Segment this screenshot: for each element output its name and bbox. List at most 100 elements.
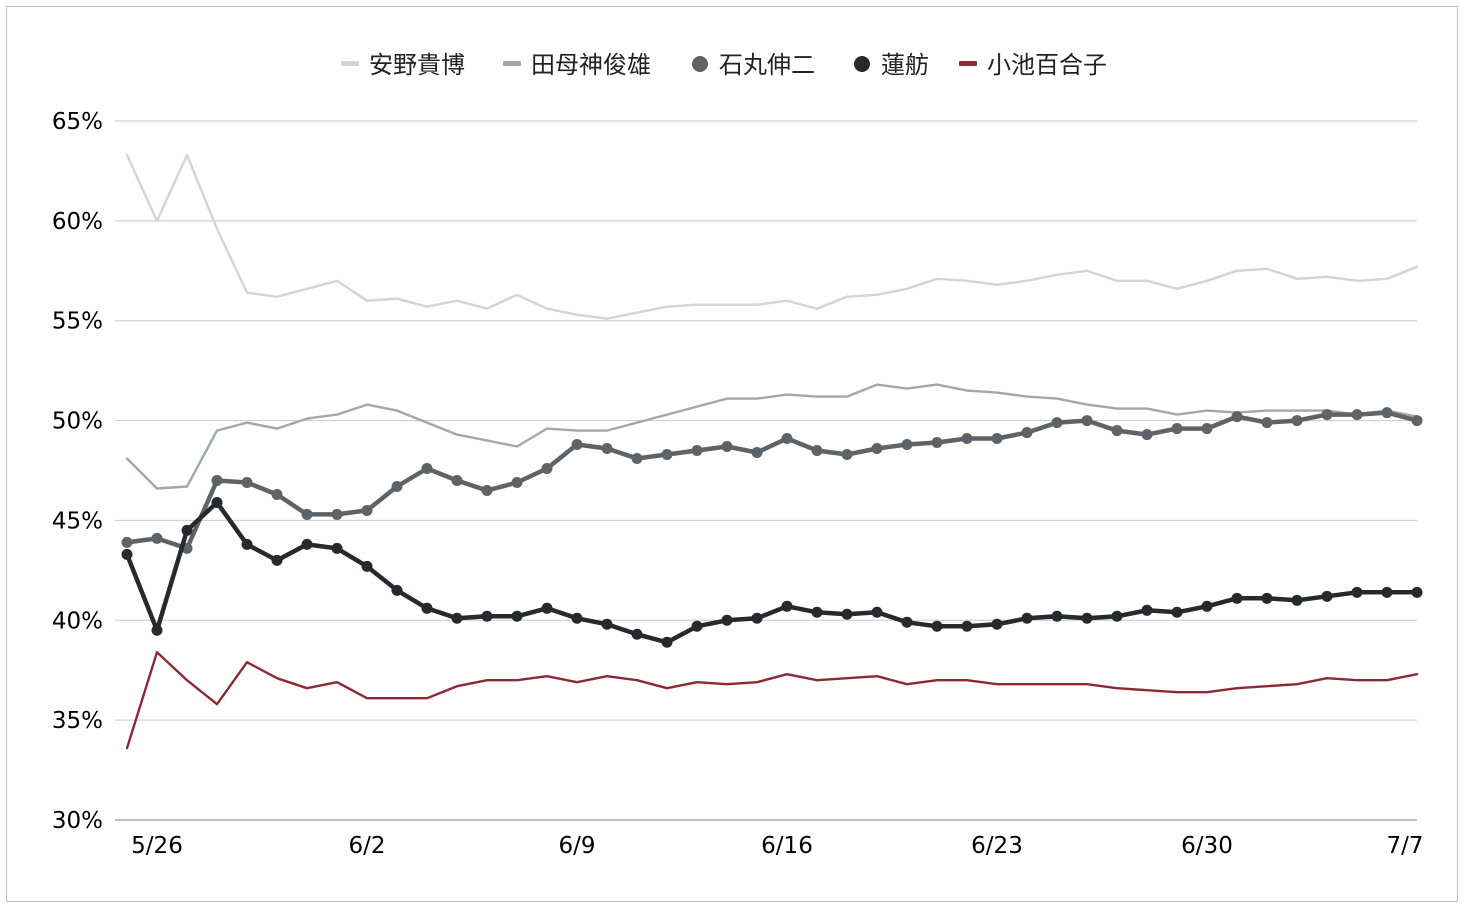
- data-point: [661, 449, 673, 461]
- legend-marker: [692, 56, 708, 72]
- data-point: [811, 606, 823, 618]
- x-tick-label: 6/9: [558, 833, 595, 859]
- data-point: [901, 616, 913, 628]
- data-point: [691, 620, 703, 632]
- data-point: [1231, 411, 1243, 423]
- chart-frame: 安野貴博 田母神俊雄 石丸伸二 蓮舫 小池百合子 30% 35% 40% 45% 50% 55% 6…: [6, 6, 1458, 902]
- series-4: [121, 496, 1423, 648]
- data-point: [781, 433, 793, 445]
- y-tick-label: 35%: [52, 708, 103, 734]
- x-axis: 5/26 6/2 6/9 6/16 6/23 6/30 7/7: [131, 833, 1423, 859]
- y-tick-label: 65%: [52, 109, 103, 135]
- data-point: [1111, 425, 1123, 437]
- series-5: [125, 651, 1419, 750]
- y-tick-label: 40%: [52, 608, 103, 634]
- data-point: [1261, 592, 1273, 604]
- data-point: [541, 602, 553, 614]
- data-point: [1411, 586, 1423, 598]
- data-point: [1381, 586, 1393, 598]
- data-point: [481, 484, 493, 496]
- x-tick-label: 6/16: [761, 833, 813, 859]
- data-point: [991, 433, 1003, 445]
- legend-item: 安野貴博: [341, 51, 465, 79]
- series-line: [125, 651, 1419, 750]
- data-point: [1321, 409, 1333, 421]
- gridlines: [115, 120, 1417, 821]
- data-point: [691, 445, 703, 457]
- legend: 安野貴博 田母神俊雄 石丸伸二 蓮舫 小池百合子: [341, 51, 1107, 79]
- data-point: [871, 443, 883, 455]
- data-point: [451, 474, 463, 486]
- data-point: [421, 602, 433, 614]
- data-point: [421, 463, 433, 475]
- data-point: [181, 524, 193, 536]
- data-point: [1201, 423, 1213, 435]
- data-point: [601, 443, 613, 455]
- data-point: [151, 532, 163, 544]
- data-point: [1141, 429, 1153, 441]
- data-point: [451, 612, 463, 624]
- data-point: [901, 439, 913, 451]
- legend-item: 小池百合子: [959, 51, 1107, 79]
- data-point: [1351, 409, 1363, 421]
- data-point: [391, 480, 403, 492]
- series-line: [125, 383, 1419, 490]
- series-line: [125, 153, 1419, 320]
- y-tick-label: 60%: [52, 209, 103, 235]
- legend-swatch: [503, 61, 521, 66]
- plot-area: [121, 153, 1423, 750]
- data-point: [571, 439, 583, 451]
- data-point: [841, 449, 853, 461]
- data-point: [1411, 415, 1423, 427]
- data-point: [931, 437, 943, 449]
- data-point: [1141, 604, 1153, 616]
- data-point: [121, 536, 133, 548]
- y-tick-label: 45%: [52, 508, 103, 534]
- data-point: [211, 474, 223, 486]
- series-1: [125, 153, 1419, 320]
- series-2: [125, 383, 1419, 490]
- data-point: [361, 560, 373, 572]
- x-tick-label: 6/2: [348, 833, 385, 859]
- data-point: [301, 508, 313, 520]
- data-point: [271, 488, 283, 500]
- data-point: [121, 548, 133, 560]
- data-point: [1081, 612, 1093, 624]
- data-point: [241, 476, 253, 488]
- data-point: [871, 606, 883, 618]
- data-point: [541, 463, 553, 475]
- data-point: [631, 453, 643, 465]
- line-chart: 安野貴博 田母神俊雄 石丸伸二 蓮舫 小池百合子 30% 35% 40% 45% 50% 55% 6…: [52, 51, 1424, 859]
- data-point: [1171, 606, 1183, 618]
- legend-item: 田母神俊雄: [503, 51, 651, 79]
- data-point: [511, 476, 523, 488]
- data-point: [241, 538, 253, 550]
- data-point: [841, 608, 853, 620]
- data-point: [1081, 415, 1093, 427]
- data-point: [1231, 592, 1243, 604]
- data-point: [601, 618, 613, 630]
- data-point: [331, 508, 343, 520]
- data-point: [361, 504, 373, 516]
- data-point: [1291, 415, 1303, 427]
- data-point: [631, 628, 643, 640]
- data-point: [781, 600, 793, 612]
- data-point: [721, 441, 733, 453]
- data-point: [1381, 407, 1393, 419]
- data-point: [931, 620, 943, 632]
- x-tick-label: 7/7: [1386, 833, 1423, 859]
- data-point: [1351, 586, 1363, 598]
- data-point: [1021, 427, 1033, 439]
- data-point: [1201, 600, 1213, 612]
- legend-label: 小池百合子: [987, 51, 1107, 79]
- data-point: [751, 612, 763, 624]
- legend-label: 田母神俊雄: [531, 51, 651, 79]
- legend-item: 石丸伸二: [692, 51, 815, 79]
- data-point: [1021, 612, 1033, 624]
- data-point: [391, 584, 403, 596]
- y-tick-label: 50%: [52, 409, 103, 435]
- data-point: [1111, 610, 1123, 622]
- data-point: [721, 614, 733, 626]
- data-point: [991, 618, 1003, 630]
- data-point: [1261, 417, 1273, 429]
